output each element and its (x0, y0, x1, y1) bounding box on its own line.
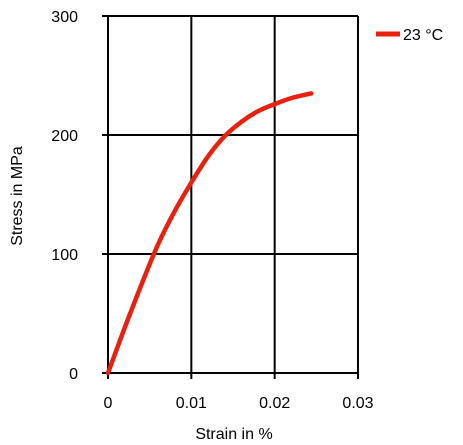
y-tick-label: 0 (69, 366, 78, 383)
axes (102, 15, 359, 379)
y-tick-label: 100 (51, 247, 78, 264)
y-tick-label: 300 (51, 9, 78, 26)
y-tick-label: 200 (51, 128, 78, 145)
grid-lines (107, 15, 359, 374)
x-axis-label: Strain in % (195, 426, 272, 443)
series-layer (105, 91, 314, 376)
x-tick-label: 0 (104, 395, 113, 412)
legend-label: 23 °C (403, 27, 443, 44)
series-line (105, 91, 314, 376)
x-tick-label: 0.02 (259, 395, 290, 412)
x-tick-label: 0.03 (342, 395, 373, 412)
y-tick-labels: 0 100 200 300 (51, 9, 78, 383)
y-axis-label: Stress in MPa (9, 146, 26, 246)
legend: 23 °C (376, 27, 443, 44)
x-tick-labels: 0 0.01 0.02 0.03 (104, 395, 374, 412)
x-tick-label: 0.01 (176, 395, 207, 412)
